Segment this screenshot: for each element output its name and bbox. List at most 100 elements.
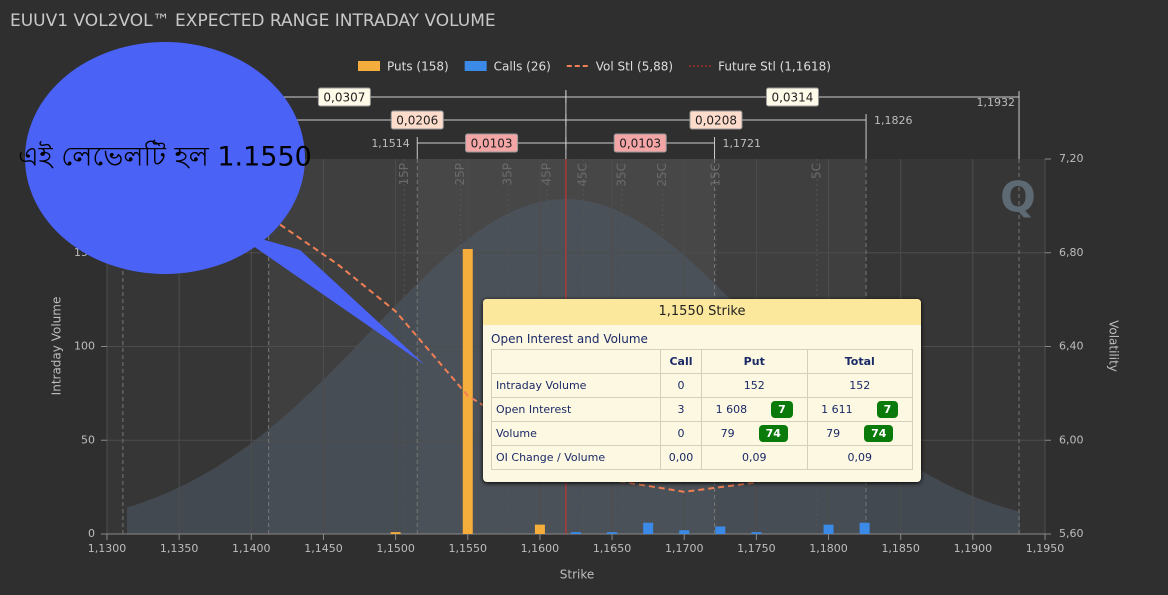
x-tick-label: 1,1500 bbox=[376, 542, 415, 555]
x-tick-label: 1,1600 bbox=[521, 542, 560, 555]
delta-label: 35P bbox=[501, 163, 515, 186]
y-tick-label: 100 bbox=[74, 340, 95, 353]
x-tick-label: 1,1900 bbox=[954, 542, 993, 555]
x-tick-label: 1,1350 bbox=[160, 542, 199, 555]
x-tick-label: 1,1450 bbox=[304, 542, 343, 555]
range-label: 0,0103 bbox=[619, 137, 661, 151]
cell-text: 0,09 bbox=[742, 451, 767, 464]
table-row: Open Interest 3 1 608 7 1 611 7 bbox=[491, 397, 913, 422]
bar bbox=[751, 532, 762, 534]
tooltip-table: Call Put Total Intraday Volume 0 152 152 Open I… bbox=[491, 349, 913, 470]
x-tick-label: 1,1700 bbox=[665, 542, 704, 555]
table-row: Volume 0 79 74 79 74 bbox=[491, 421, 913, 446]
row-label: Intraday Volume bbox=[491, 373, 661, 398]
callout-bubble bbox=[25, 42, 305, 274]
delta-label: 45P bbox=[540, 163, 554, 186]
range-box bbox=[689, 110, 743, 130]
legend-label: Calls (26) bbox=[494, 60, 551, 74]
bar bbox=[390, 532, 401, 534]
range-end-label: 1,1721 bbox=[723, 137, 762, 150]
legend-label: Puts (158) bbox=[387, 60, 449, 74]
tooltip-title: 1,1550 Strike bbox=[483, 299, 921, 325]
table-row: OI Change / Volume 0,00 0,09 0,09 bbox=[491, 445, 913, 470]
cell-text: 79 bbox=[720, 427, 735, 440]
chart-title: EUUV1 VOL2VOL™ EXPECTED RANGE INTRADAY V… bbox=[10, 11, 496, 31]
bar bbox=[462, 249, 473, 534]
table-cell: 0,09 bbox=[701, 445, 808, 470]
y-tick-label: 50 bbox=[81, 433, 95, 446]
range-end-label: 1,1826 bbox=[874, 114, 913, 127]
x-tick-label: 1,1850 bbox=[881, 542, 920, 555]
range-label: 0,0206 bbox=[396, 114, 438, 128]
range-box bbox=[465, 133, 519, 153]
logo: Q bbox=[1000, 173, 1036, 222]
legend-label: Vol Stl (5,88) bbox=[596, 60, 673, 74]
badge: 74 bbox=[758, 425, 788, 442]
cell-text: 152 bbox=[743, 379, 765, 392]
range-box bbox=[390, 110, 444, 130]
y-tick-label: 0 bbox=[88, 527, 95, 540]
cell-text: 152 bbox=[849, 379, 871, 392]
table-cell: 1 608 7 bbox=[701, 397, 808, 422]
row-label: Open Interest bbox=[491, 397, 661, 422]
tooltip-subtitle: Open Interest and Volume bbox=[491, 332, 648, 346]
delta-label: 35C bbox=[615, 163, 629, 187]
bar bbox=[643, 522, 654, 534]
delta-label: 25C bbox=[655, 163, 669, 187]
cell-text: 0 bbox=[677, 427, 685, 440]
bar bbox=[571, 532, 581, 534]
x-tick-label: 1,1750 bbox=[737, 542, 776, 555]
header-cell: Call bbox=[659, 349, 703, 374]
table-cell: 152 bbox=[806, 373, 913, 398]
badge: 7 bbox=[771, 401, 793, 418]
table-cell: 3 bbox=[659, 397, 703, 422]
delta-label: 15P bbox=[397, 163, 411, 186]
range-end-label: 1,1514 bbox=[371, 137, 410, 150]
range-box bbox=[613, 133, 667, 153]
table-cell: 0 bbox=[659, 421, 703, 446]
table-cell: 0,00 bbox=[659, 445, 703, 470]
callout-tail bbox=[230, 230, 425, 365]
legend-label: Future Stl (1,1618) bbox=[718, 60, 831, 74]
cell-text: 1 608 bbox=[715, 403, 748, 416]
y2-tick-label: 6,80 bbox=[1059, 246, 1084, 259]
x-tick-label: 1,1300 bbox=[88, 542, 127, 555]
range-label: 0,0103 bbox=[471, 137, 513, 151]
badge: 7 bbox=[876, 401, 899, 418]
x-tick-label: 1,1400 bbox=[232, 542, 271, 555]
bar bbox=[859, 522, 870, 534]
callout-text: এই লেভেলটি হল 1.1550 bbox=[18, 140, 312, 173]
x-tick-label: 1,1650 bbox=[593, 542, 632, 555]
x-axis-label: Strike bbox=[560, 568, 595, 582]
badge: 74 bbox=[864, 425, 894, 442]
range-box bbox=[765, 87, 819, 107]
table-cell: 0,09 bbox=[806, 445, 913, 470]
range-box bbox=[317, 87, 371, 107]
y2-tick-label: 5,60 bbox=[1059, 527, 1084, 540]
delta-label: 25P bbox=[453, 163, 467, 186]
cell-text: 79 bbox=[826, 427, 841, 440]
y2-tick-label: 7,20 bbox=[1059, 152, 1084, 165]
bar bbox=[715, 526, 726, 534]
bar bbox=[823, 524, 834, 534]
cell-text: 0,00 bbox=[668, 451, 694, 464]
table-cell: 79 74 bbox=[806, 421, 913, 446]
cell-text: 0 bbox=[677, 379, 685, 392]
x-tick-label: 1,1800 bbox=[809, 542, 848, 555]
cell-text: 0,09 bbox=[847, 451, 873, 464]
cell-text: 3 bbox=[677, 403, 685, 416]
range-end-label: 1,1932 bbox=[977, 96, 1016, 109]
row-label: OI Change / Volume bbox=[491, 445, 661, 470]
range-label: 0,0208 bbox=[695, 114, 737, 128]
header-cell bbox=[491, 349, 661, 374]
range-label: 0,0314 bbox=[771, 91, 813, 105]
table-row: Intraday Volume 0 152 152 bbox=[491, 373, 913, 398]
legend-swatch bbox=[358, 61, 380, 71]
y2-axis-label: Volatility bbox=[1107, 320, 1121, 372]
bar bbox=[534, 524, 545, 534]
legend-swatch bbox=[464, 61, 487, 71]
y2-tick-label: 6,40 bbox=[1059, 340, 1084, 353]
range-label: 0,0307 bbox=[323, 91, 365, 105]
